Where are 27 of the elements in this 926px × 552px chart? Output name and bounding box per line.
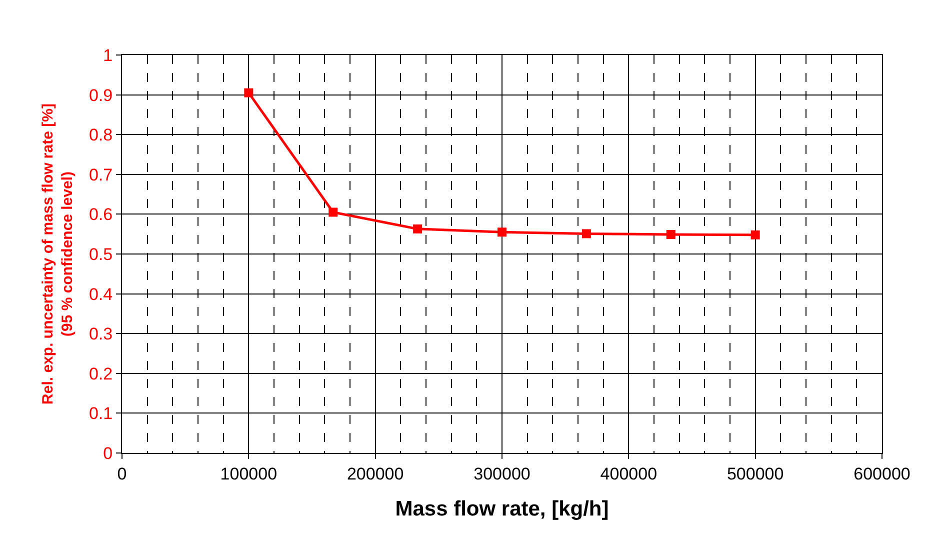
x-axis-title: Mass flow rate, [kg/h] (395, 498, 609, 521)
x-tick-label: 400000 (600, 464, 658, 484)
y-tick-label: 0.1 (88, 404, 113, 424)
x-tick-label: 600000 (854, 464, 910, 484)
point (244, 88, 254, 98)
y-tick-label: 0.4 (88, 284, 113, 304)
y-tick-label: 0.8 (88, 126, 113, 145)
y-tick-label: 0.2 (88, 364, 113, 384)
x-tick-label: 200000 (346, 464, 404, 484)
point (666, 230, 676, 239)
x-tick-label: 300000 (474, 464, 530, 484)
point (328, 208, 338, 217)
y-axis-title: Rel. exp. uncertainty of mass flow rate [%] (95 % confidence level) (40, 104, 76, 404)
point (750, 230, 760, 240)
x-tick-label: 100000 (220, 464, 278, 484)
y-tick-label: 0 (103, 444, 113, 463)
y-tick-label: 0.9 (88, 86, 113, 105)
y-tick-label: 0.5 (88, 244, 113, 264)
y-tick-label: 0.7 (88, 165, 113, 184)
x-tick-label: 500000 (726, 464, 784, 484)
point (413, 224, 422, 234)
x-tick-label: 0 (117, 464, 127, 484)
point (582, 229, 591, 238)
y-tick-label: 1 (103, 46, 113, 65)
y-tick-label: 0.6 (88, 205, 113, 224)
point (498, 228, 506, 237)
y-tick-label: 0.3 (88, 324, 113, 344)
